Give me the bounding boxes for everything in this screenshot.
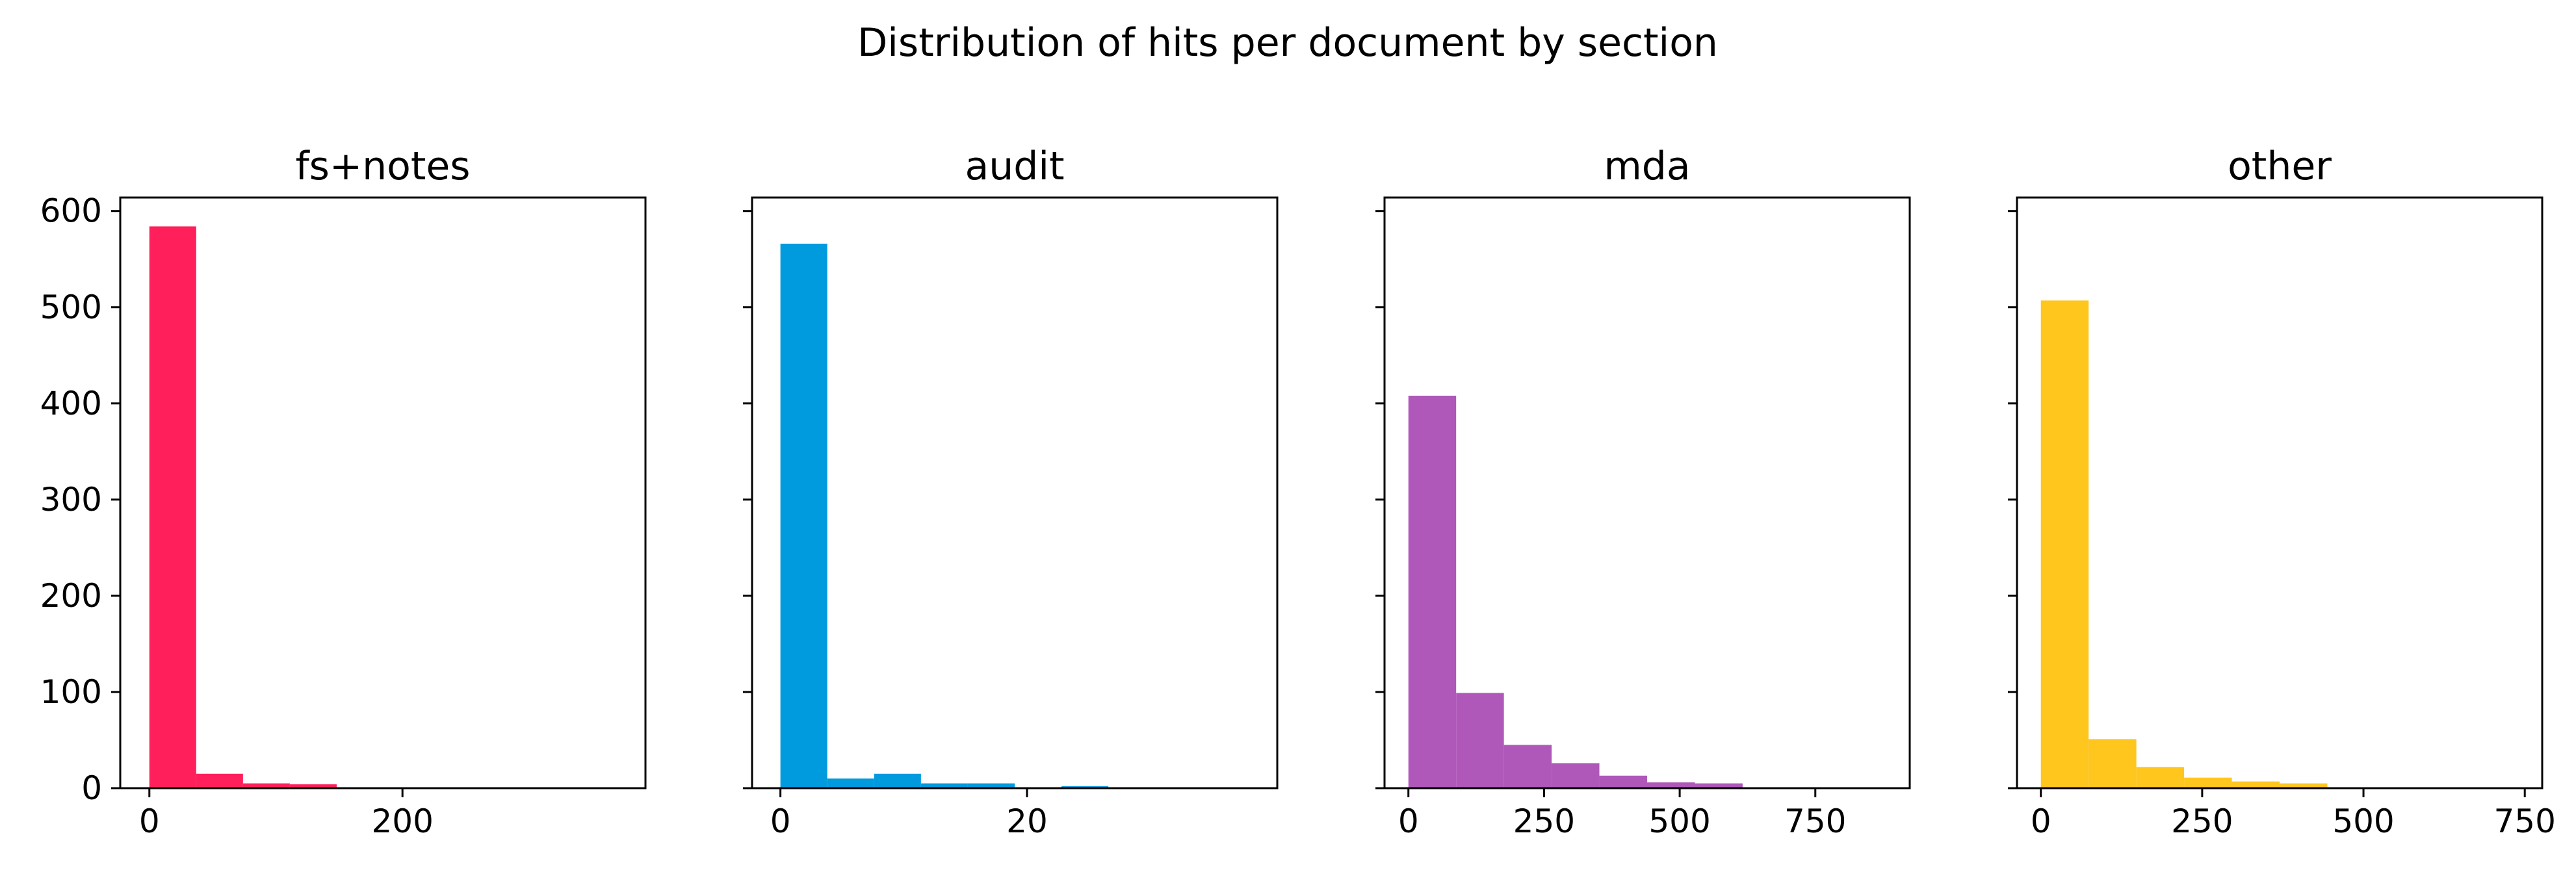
x-tick-label: 20 xyxy=(1006,802,1048,840)
panel-title: mda xyxy=(1604,144,1690,189)
y-tick-label: 100 xyxy=(40,673,102,711)
histogram-bar xyxy=(2184,777,2232,788)
panel-title: audit xyxy=(965,144,1064,189)
x-tick-label: 750 xyxy=(1784,802,1846,840)
histogram-bar xyxy=(2088,739,2137,788)
histogram-bar xyxy=(196,773,243,788)
x-tick-label: 0 xyxy=(1398,802,1419,840)
y-tick-label: 600 xyxy=(40,192,102,230)
x-tick-label: 0 xyxy=(2031,802,2051,840)
histogram-bar xyxy=(1552,763,1600,788)
x-tick-label: 500 xyxy=(2332,802,2394,840)
histogram-bar xyxy=(1456,693,1504,788)
panel-title: fs+notes xyxy=(295,144,470,189)
axes-frame xyxy=(119,196,647,789)
panel-title: other xyxy=(2228,144,2332,189)
histogram-bar xyxy=(1695,783,1743,788)
axes-frame xyxy=(2016,196,2543,789)
x-tick-label: 250 xyxy=(1513,802,1575,840)
figure-title: Distribution of hits per document by sec… xyxy=(857,20,1718,66)
y-tick-label: 0 xyxy=(81,769,102,807)
histogram-bar xyxy=(242,783,290,788)
panel-fs+notes: fs+notes 0 200 0 100 200 300 400 500 600 xyxy=(40,144,647,840)
histogram-bar xyxy=(1599,775,1647,788)
axes-frame xyxy=(751,196,1279,789)
histogram-bar xyxy=(874,773,921,788)
histogram-bar xyxy=(920,783,968,788)
histogram-bar xyxy=(2231,781,2280,788)
histogram-bar xyxy=(967,783,1015,788)
x-tick-label: 250 xyxy=(2171,802,2233,840)
histogram-bar xyxy=(289,784,337,788)
y-tick-label: 500 xyxy=(40,289,102,326)
histogram-bar xyxy=(2136,767,2185,788)
x-tick-label: 500 xyxy=(1648,802,1710,840)
histogram-panels: fs+notes 0 200 0 100 200 300 400 500 600 audit 0 20 m… xyxy=(40,144,2556,840)
x-tick-label: 0 xyxy=(139,802,160,840)
panel-mda: mda 0 250 500 750 xyxy=(1375,144,1911,840)
x-tick-label: 750 xyxy=(2493,802,2555,840)
panel-audit: audit 0 20 xyxy=(743,144,1279,840)
y-tick-label: 300 xyxy=(40,481,102,519)
histogram-bar xyxy=(1647,782,1695,788)
histogram-bar xyxy=(827,778,874,788)
panel-other: other 0 250 500 750 xyxy=(2008,144,2556,840)
histogram-bar xyxy=(1503,745,1552,788)
y-tick-label: 400 xyxy=(40,385,102,422)
histogram-bar xyxy=(2280,783,2328,788)
x-tick-label: 200 xyxy=(371,802,433,840)
axes-frame xyxy=(1383,196,1911,789)
histogram-bar xyxy=(1408,395,1457,788)
histogram-bar xyxy=(149,226,196,788)
histogram-bar xyxy=(780,244,827,788)
histogram-bar xyxy=(2040,300,2089,788)
y-tick-label: 200 xyxy=(40,577,102,615)
x-tick-label: 0 xyxy=(770,802,791,840)
